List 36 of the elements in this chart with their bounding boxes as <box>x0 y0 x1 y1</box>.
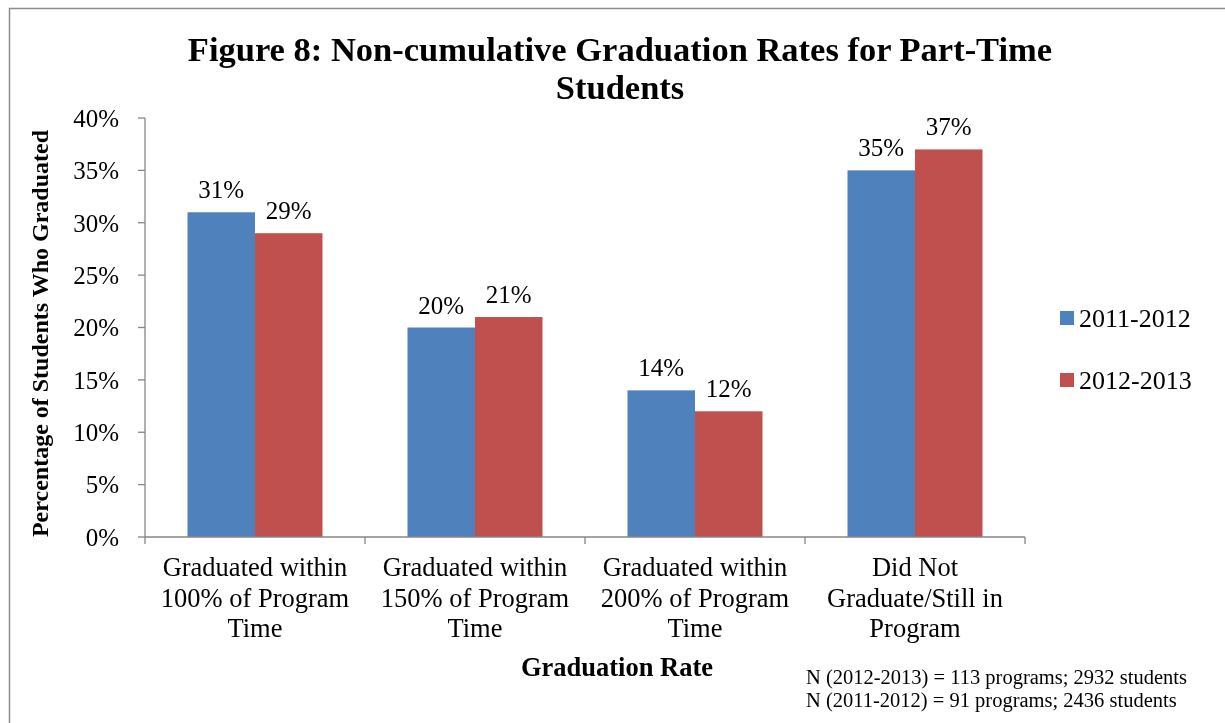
y-tick-label: 10% <box>73 419 119 446</box>
y-tick-label: 0% <box>85 523 119 551</box>
y-tick-label: 15% <box>73 366 119 394</box>
y-axis-title: Percentage of Students Who Graduated <box>27 129 53 538</box>
data-label: 12% <box>705 375 752 403</box>
bar <box>847 170 915 537</box>
bar <box>407 327 475 537</box>
x-axis-title: Graduation Rate <box>520 652 714 682</box>
x-tick-label: Graduated within 100% of Program Time <box>160 552 350 643</box>
chart-title: Figure 8: Non-cumulative Graduation Rates for Part-Time Students <box>187 30 1053 106</box>
x-tick-label: Did Not Graduate/Still in Program <box>827 552 1003 643</box>
data-label: 35% <box>858 134 905 162</box>
text: N (2012-2013) = 113 programs; 2932 students <box>806 666 1187 689</box>
legend-label: 2012-2013 <box>1079 366 1192 396</box>
y-tick-label: 40% <box>73 104 119 132</box>
data-label: 29% <box>265 197 312 225</box>
data-label: 37% <box>925 113 972 141</box>
y-tick-label: 30% <box>73 209 119 237</box>
y-tick-label: 25% <box>73 261 119 289</box>
text: N (2011-2012) = 91 programs; 2436 students <box>806 689 1177 712</box>
x-tick-label: Graduated within 200% of Program Time <box>600 552 790 643</box>
bar <box>915 149 983 537</box>
bar <box>475 317 543 537</box>
data-label: 31% <box>198 176 245 204</box>
bar <box>695 411 763 537</box>
data-label: 14% <box>638 354 685 382</box>
bar <box>255 233 323 537</box>
y-tick-label: 35% <box>73 157 119 185</box>
x-tick-label: Graduated within 150% of Program Time <box>380 552 570 643</box>
bar <box>627 390 695 537</box>
data-label: 21% <box>485 281 532 309</box>
data-label: 20% <box>418 291 465 319</box>
legend-label: 2011-2012 <box>1079 304 1191 334</box>
bar <box>187 212 255 537</box>
y-tick-label: 20% <box>73 314 119 342</box>
y-tick-label: 5% <box>85 471 119 499</box>
